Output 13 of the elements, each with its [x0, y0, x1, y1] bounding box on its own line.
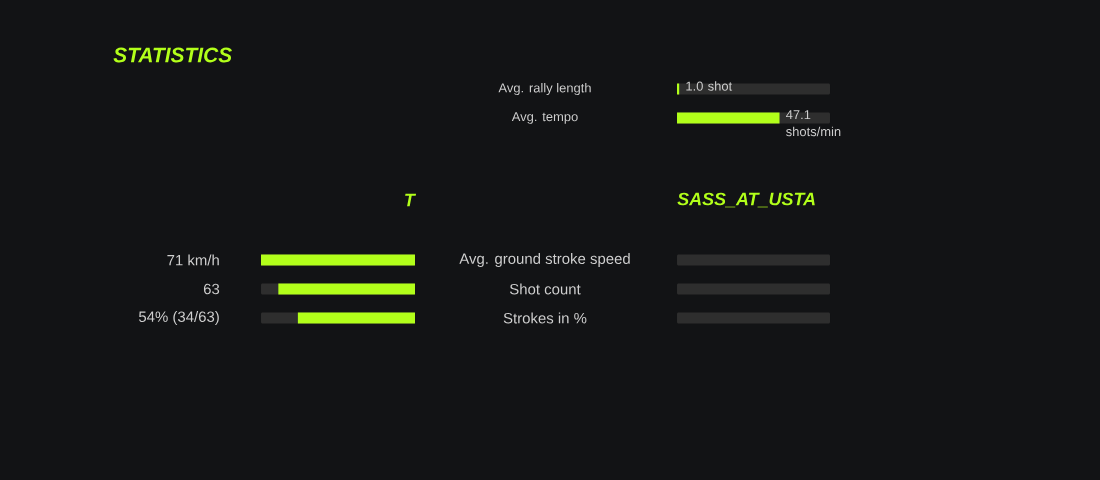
data-label: 71 km/h	[167, 254, 219, 266]
data-label: 63	[203, 283, 220, 295]
chart-title: STATISTICS	[113, 47, 232, 63]
legend-label: SASS_AT_USTA	[677, 192, 815, 208]
y-tick-label: Strokes in %	[503, 312, 587, 324]
data-label: 1.0 shot	[686, 81, 733, 91]
data-label: 47.1 shots/min	[786, 110, 841, 137]
y-tick-label: Avg. rally length	[498, 82, 591, 96]
text: T	[405, 193, 417, 207]
data-label: 54% (34/63)	[138, 311, 219, 325]
y-tick-label: Avg. tempo	[511, 112, 578, 124]
y-tick-label: Avg. ground stroke speed	[459, 253, 630, 267]
y-tick-label: Shot count	[509, 283, 581, 295]
